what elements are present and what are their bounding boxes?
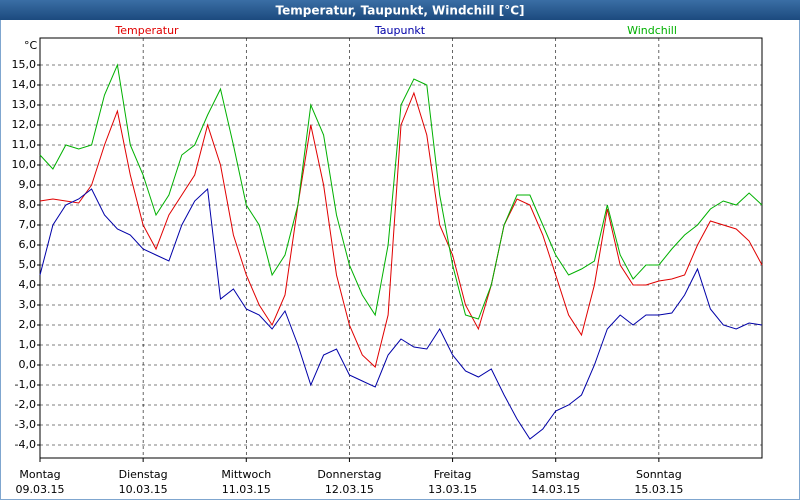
x-tick-date: 10.03.15	[119, 483, 168, 496]
x-tick-label: Mittwoch	[221, 468, 271, 481]
legend-entry: Taupunkt	[374, 24, 426, 37]
y-tick-label: 9,0	[19, 178, 37, 191]
y-tick-label: -1,0	[15, 378, 36, 391]
y-tick-label: 13,0	[12, 98, 37, 111]
x-tick-date: 11.03.15	[222, 483, 271, 496]
y-tick-label: 10,0	[12, 158, 37, 171]
legend-entry: Windchill	[627, 24, 677, 37]
y-tick-label: -4,0	[15, 438, 36, 451]
x-tick-label: Donnerstag	[317, 468, 381, 481]
x-tick-label: Freitag	[434, 468, 472, 481]
x-tick-date: 15.03.15	[634, 483, 683, 496]
y-tick-label: 5,0	[19, 258, 37, 271]
y-tick-label: 12,0	[12, 118, 37, 131]
x-tick-label: Sonntag	[636, 468, 682, 481]
y-tick-label: 6,0	[19, 238, 37, 251]
x-tick-date: 09.03.15	[16, 483, 65, 496]
y-tick-label: 4,0	[19, 278, 37, 291]
y-tick-label: -3,0	[15, 418, 36, 431]
y-tick-label: 3,0	[19, 298, 37, 311]
y-tick-label: 8,0	[19, 198, 37, 211]
y-unit: °C	[24, 39, 38, 52]
chart-title: Temperatur, Taupunkt, Windchill [°C]	[276, 4, 525, 18]
y-tick-label: -2,0	[15, 398, 36, 411]
y-tick-label: 0,0	[19, 358, 37, 371]
y-tick-label: 15,0	[12, 58, 37, 71]
x-tick-date: 13.03.15	[428, 483, 477, 496]
y-tick-label: 14,0	[12, 78, 37, 91]
series-line	[39, 63, 763, 320]
y-tick-label: 2,0	[19, 318, 37, 331]
x-tick-label: Montag	[19, 468, 60, 481]
x-tick-date: 14.03.15	[531, 483, 580, 496]
x-tick-label: Dienstag	[119, 468, 168, 481]
y-tick-label: 1,0	[19, 338, 37, 351]
x-tick-label: Samstag	[532, 468, 580, 481]
title-bar	[0, 0, 800, 20]
y-tick-label: 7,0	[19, 218, 37, 231]
series-line	[39, 187, 763, 440]
series-line	[39, 91, 763, 368]
x-tick-date: 12.03.15	[325, 483, 374, 496]
y-tick-label: 11,0	[12, 138, 37, 151]
legend-entry: Temperatur	[114, 24, 179, 37]
